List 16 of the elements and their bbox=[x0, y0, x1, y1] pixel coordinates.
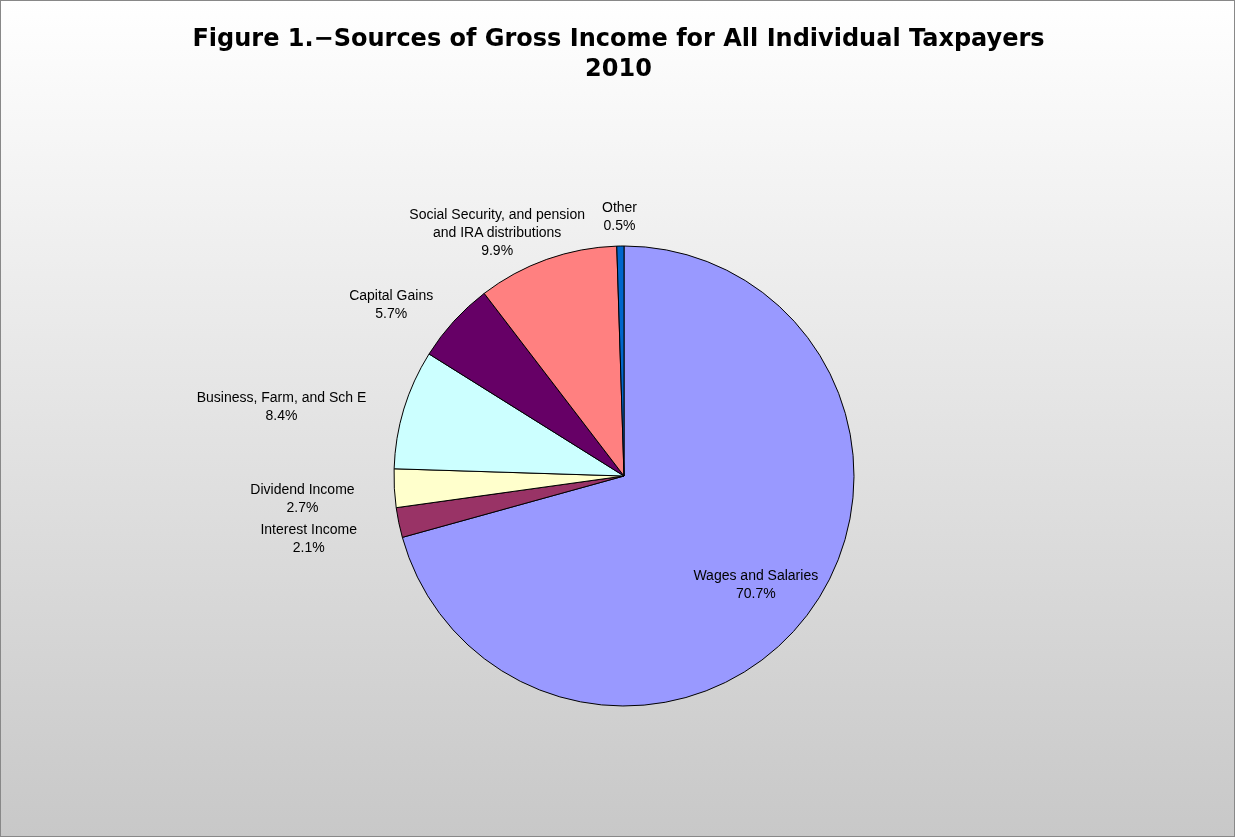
slice-label: Dividend Income bbox=[250, 481, 355, 498]
data-label: 0.5% bbox=[603, 217, 636, 234]
slice-label: Business, Farm, and Sch E bbox=[196, 389, 367, 405]
data-label: 2.1% bbox=[292, 539, 325, 556]
slice-label: Interest Income bbox=[260, 521, 358, 538]
chart-title: Figure 1.−Sources of Gross Income for All Individual Taxpayers bbox=[192, 24, 1045, 52]
chart-subtitle: 2010 bbox=[585, 54, 652, 82]
slice-label: Capital Gains bbox=[349, 286, 434, 303]
slice-label: Wages and Salaries bbox=[693, 567, 819, 584]
data-label: 2.7% bbox=[286, 499, 319, 516]
slice-label: Other bbox=[602, 199, 638, 216]
data-label: 8.4% bbox=[265, 407, 298, 423]
slice-label: Social Security, and pension and IRA distributions bbox=[409, 206, 585, 241]
data-label: 9.9% bbox=[481, 242, 514, 259]
data-label: 5.7% bbox=[375, 304, 408, 321]
data-label: 70.7% bbox=[735, 585, 776, 602]
